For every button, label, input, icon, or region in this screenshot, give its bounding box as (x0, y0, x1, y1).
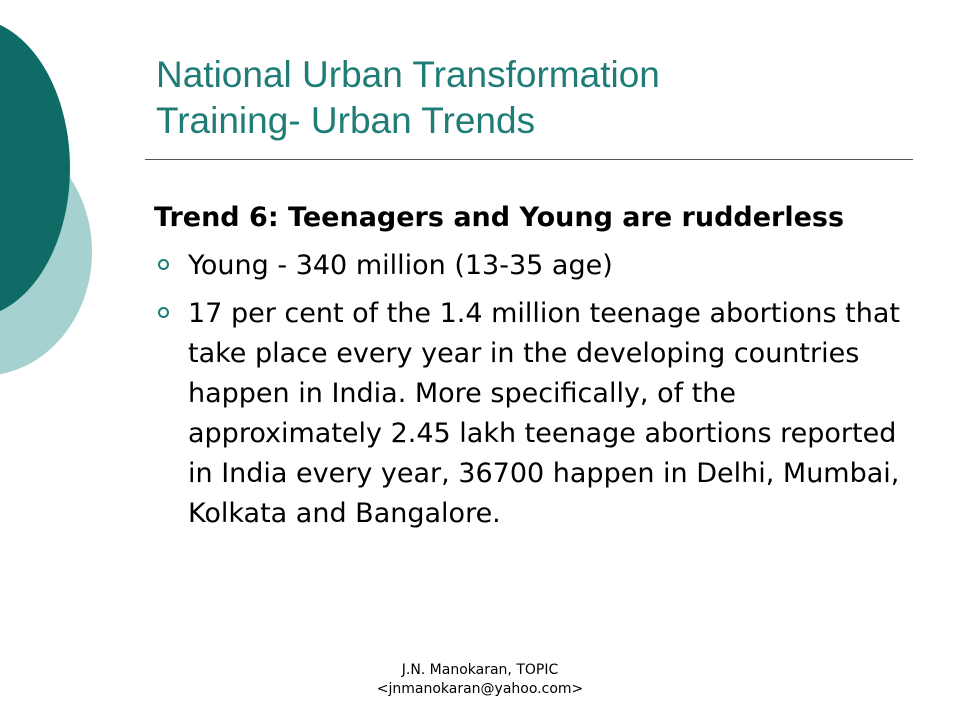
footer-email: <jnmanokaran@yahoo.com> (376, 681, 584, 697)
bullet-item-abortions: 17 per cent of the 1.4 million teenage a… (154, 294, 904, 534)
slide-title-line-2: Training- Urban Trends (156, 100, 536, 141)
footer-author: J.N. Manokaran, TOPIC (401, 662, 559, 678)
slide-footer: J.N. Manokaran, TOPIC <jnmanokaran@yahoo… (280, 661, 680, 699)
slide-content: Trend 6: Teenagers and Young are rudderl… (154, 198, 904, 542)
bullet-text: 17 per cent of the 1.4 million teenage a… (188, 298, 900, 529)
slide-title-line-1: National Urban Transformation (156, 54, 660, 95)
trend-heading: Trend 6: Teenagers and Young are rudderl… (154, 202, 845, 233)
slide-title: National Urban Transformation Training- … (156, 52, 916, 144)
hollow-circle-bullet-icon (158, 307, 169, 318)
bullet-item-young: Young - 340 million (13-35 age) (154, 246, 904, 286)
title-divider (145, 159, 913, 160)
hollow-circle-bullet-icon (158, 259, 169, 270)
bullet-text: Young - 340 million (13-35 age) (188, 250, 613, 281)
